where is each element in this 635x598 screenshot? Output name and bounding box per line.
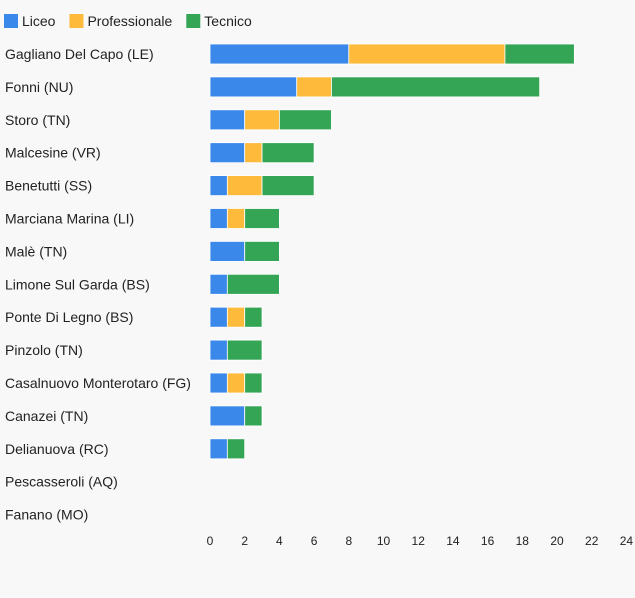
category-label-benetutti-ss: Benetutti (SS) (5, 178, 92, 194)
bar-tecnico-canazei-tn[interactable] (244, 405, 263, 427)
bar-professionale-malcesine-vr[interactable] (244, 142, 263, 164)
legend-label-tecnico[interactable]: Tecnico (204, 13, 252, 29)
x-tick-label-22: 22 (585, 534, 599, 548)
bar-tecnico-male-tn[interactable] (244, 240, 280, 262)
legend-swatch-professionale[interactable] (69, 14, 84, 28)
bar-professionale-fonni-nu[interactable] (296, 76, 332, 98)
bar-liceo-storo-tn[interactable] (209, 109, 246, 131)
bar-liceo-delianuova-rc[interactable] (209, 438, 228, 460)
legend: Liceo Professionale Tecnico (4, 13, 252, 29)
legend-swatch-liceo[interactable] (4, 14, 18, 28)
category-label-casalnuovo-monterotaro-fg: Casalnuovo Monterotaro (FG) (5, 375, 191, 391)
x-tick-label-10: 10 (377, 534, 391, 548)
bars (209, 43, 575, 460)
bar-tecnico-delianuova-rc[interactable] (226, 438, 246, 460)
category-label-fanano-mo: Fanano (MO) (5, 507, 88, 523)
bar-liceo-casalnuovo-monterotaro-fg[interactable] (209, 372, 228, 394)
bar-tecnico-ponte-di-legno-bs[interactable] (244, 306, 263, 328)
bar-tecnico-limone-sul-garda-bs[interactable] (226, 273, 280, 295)
x-tick-label-0: 0 (207, 534, 214, 548)
bar-liceo-ponte-di-legno-bs[interactable] (209, 306, 228, 328)
bar-tecnico-pinzolo-tn[interactable] (226, 339, 263, 361)
category-label-gagliano-del-capo-le: Gagliano Del Capo (LE) (5, 46, 154, 62)
x-tick-label-14: 14 (446, 534, 460, 548)
x-axis: 0 2 4 6 8 10 12 14 16 18 20 22 24 (207, 534, 634, 548)
bar-tecnico-malcesine-vr[interactable] (261, 142, 315, 164)
legend-swatch-tecnico[interactable] (186, 14, 201, 28)
x-tick-label-20: 20 (550, 534, 564, 548)
category-label-pescasseroli-aq: Pescasseroli (AQ) (5, 474, 118, 490)
x-tick-label-6: 6 (311, 534, 318, 548)
x-tick-label-4: 4 (276, 534, 283, 548)
x-tick-label-16: 16 (481, 534, 495, 548)
bar-professionale-benetutti-ss[interactable] (226, 175, 263, 197)
legend-label-liceo[interactable]: Liceo (22, 13, 56, 29)
category-label-delianuova-rc: Delianuova (RC) (5, 441, 108, 457)
category-label-fonni-nu: Fonni (NU) (5, 79, 73, 95)
bar-liceo-limone-sul-garda-bs[interactable] (209, 273, 228, 295)
bar-liceo-male-tn[interactable] (209, 240, 246, 262)
bar-professionale-marciana-marina-li[interactable] (226, 208, 246, 229)
bar-liceo-malcesine-vr[interactable] (209, 142, 246, 164)
category-label-ponte-di-legno-bs: Ponte Di Legno (BS) (5, 309, 133, 325)
bar-professionale-casalnuovo-monterotaro-fg[interactable] (226, 372, 246, 394)
category-label-pinzolo-tn: Pinzolo (TN) (5, 342, 83, 358)
category-label-marciana-marina-li: Marciana Marina (LI) (5, 211, 134, 227)
x-tick-label-8: 8 (345, 534, 352, 548)
x-tick-label-2: 2 (241, 534, 248, 548)
bar-tecnico-gagliano-del-capo-le[interactable] (504, 43, 575, 65)
category-label-canazei-tn: Canazei (TN) (5, 408, 88, 424)
bar-professionale-gagliano-del-capo-le[interactable] (348, 43, 506, 65)
category-label-storo-tn: Storo (TN) (5, 112, 70, 128)
bar-liceo-benetutti-ss[interactable] (209, 175, 228, 197)
category-labels: Gagliano Del Capo (LE) Fonni (NU) Storo (T… (5, 46, 191, 523)
bar-professionale-ponte-di-legno-bs[interactable] (226, 306, 246, 328)
x-tick-label-18: 18 (516, 534, 530, 548)
bar-liceo-marciana-marina-li[interactable] (209, 208, 228, 229)
x-tick-label-12: 12 (412, 534, 426, 548)
bar-liceo-fonni-nu[interactable] (209, 76, 298, 98)
category-label-limone-sul-garda-bs: Limone Sul Garda (BS) (5, 276, 150, 292)
bar-professionale-storo-tn[interactable] (244, 109, 280, 131)
bar-tecnico-benetutti-ss[interactable] (261, 175, 315, 197)
legend-label-professionale[interactable]: Professionale (87, 13, 172, 29)
category-label-malcesine-vr: Malcesine (VR) (5, 145, 101, 161)
bar-liceo-canazei-tn[interactable] (209, 405, 246, 427)
bar-tecnico-marciana-marina-li[interactable] (244, 208, 280, 229)
bar-tecnico-fonni-nu[interactable] (331, 76, 541, 98)
bar-liceo-gagliano-del-capo-le[interactable] (209, 43, 350, 65)
bar-tecnico-casalnuovo-monterotaro-fg[interactable] (244, 372, 263, 394)
x-tick-label-24: 24 (620, 534, 634, 548)
bar-tecnico-storo-tn[interactable] (278, 109, 332, 131)
category-label-male-tn: Malè (TN) (5, 243, 67, 259)
bar-liceo-pinzolo-tn[interactable] (209, 339, 228, 361)
